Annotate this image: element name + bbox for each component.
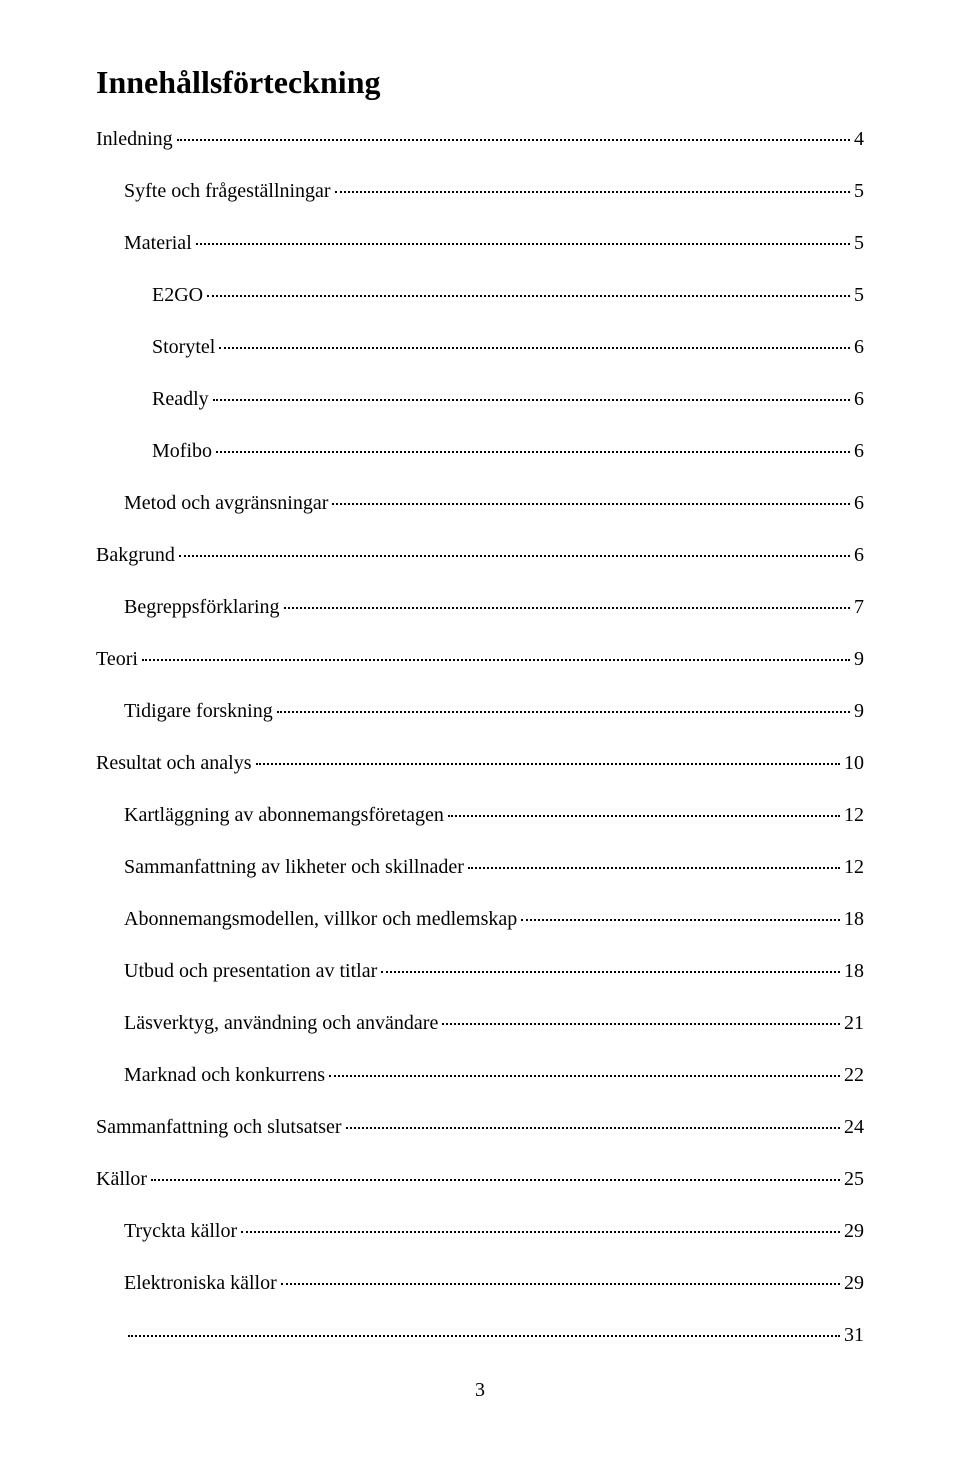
toc-entry-page: 4 xyxy=(854,125,864,153)
toc-entry-page: 10 xyxy=(844,749,864,777)
toc-dot-leader xyxy=(442,1023,840,1025)
toc-entry-label: Inledning xyxy=(96,125,173,153)
toc-entry-page: 5 xyxy=(854,281,864,309)
toc-entry-label: Elektroniska källor xyxy=(124,1269,277,1297)
toc-entry-label: Readly xyxy=(152,385,209,413)
toc-entry: Metod och avgränsningar 6 xyxy=(124,489,864,517)
toc-dot-leader xyxy=(256,763,840,765)
toc-dot-leader xyxy=(332,503,850,505)
toc-entry-label: Kartläggning av abonnemangsföretagen xyxy=(124,801,444,829)
toc-dot-leader xyxy=(284,607,850,609)
toc-entry-page: 29 xyxy=(844,1217,864,1245)
toc-entry-label: Sammanfattning av likheter och skillnade… xyxy=(124,853,464,881)
toc-entry-label: Teori xyxy=(96,645,138,673)
toc-entry: Mofibo 6 xyxy=(152,437,864,465)
toc-entry-label: Metod och avgränsningar xyxy=(124,489,328,517)
toc-entry-page: 5 xyxy=(854,177,864,205)
toc-entry-page: 6 xyxy=(854,333,864,361)
toc-entry: Syfte och frågeställningar 5 xyxy=(124,177,864,205)
toc-dot-leader xyxy=(521,919,840,921)
toc-dot-leader xyxy=(277,711,850,713)
toc-entry-label: Marknad och konkurrens xyxy=(124,1061,325,1089)
toc-dot-leader xyxy=(329,1075,840,1077)
toc-entry: Sammanfattning av likheter och skillnade… xyxy=(124,853,864,881)
toc-entry-page: 6 xyxy=(854,541,864,569)
toc-dot-leader xyxy=(335,191,850,193)
toc-entry: Begreppsförklaring 7 xyxy=(124,593,864,621)
toc-dot-leader xyxy=(196,243,850,245)
toc-entry: Elektroniska källor 29 xyxy=(124,1269,864,1297)
toc-dot-leader xyxy=(216,451,850,453)
toc-entry-page: 5 xyxy=(854,229,864,257)
toc-dot-leader xyxy=(346,1127,840,1129)
toc-entry-page: 12 xyxy=(844,853,864,881)
toc-entry-label: Storytel xyxy=(152,333,215,361)
toc-entry: Sammanfattning och slutsatser 24 xyxy=(96,1113,864,1141)
toc-entry-label: Abonnemangsmodellen, villkor och medlems… xyxy=(124,905,517,933)
toc-dot-leader xyxy=(281,1283,840,1285)
toc-entry-page: 29 xyxy=(844,1269,864,1297)
toc-entry-page: 12 xyxy=(844,801,864,829)
toc-entry-page: 9 xyxy=(854,645,864,673)
toc-entry: Tryckta källor 29 xyxy=(124,1217,864,1245)
toc-entry-label: Sammanfattning och slutsatser xyxy=(96,1113,342,1141)
toc-dot-leader xyxy=(151,1179,840,1181)
toc-dot-leader xyxy=(219,347,850,349)
toc-entry: Kartläggning av abonnemangsföretagen 12 xyxy=(124,801,864,829)
toc-dot-leader xyxy=(448,815,840,817)
toc-entry-page: 6 xyxy=(854,385,864,413)
toc-entry: Resultat och analys 10 xyxy=(96,749,864,777)
toc-entry-page: 6 xyxy=(854,489,864,517)
toc-entry-label: Material xyxy=(124,229,192,257)
toc-entry-page: 9 xyxy=(854,697,864,725)
toc-entry: Tidigare forskning 9 xyxy=(124,697,864,725)
toc-title: Innehållsförteckning xyxy=(96,64,864,101)
toc-entry-label: Begreppsförklaring xyxy=(124,593,280,621)
toc-dot-leader xyxy=(468,867,840,869)
toc-dot-leader xyxy=(128,1335,840,1337)
toc-entry: Källor 25 xyxy=(96,1165,864,1193)
toc-dot-leader xyxy=(381,971,840,973)
toc-entry-label: Tidigare forskning xyxy=(124,697,273,725)
toc-entry: E2GO 5 xyxy=(152,281,864,309)
toc-dot-leader xyxy=(241,1231,840,1233)
toc-entry-label: Tryckta källor xyxy=(124,1217,237,1245)
toc-entry-page: 7 xyxy=(854,593,864,621)
toc-dot-leader xyxy=(207,295,850,297)
toc-entry: Utbud och presentation av titlar 18 xyxy=(124,957,864,985)
toc-entry-label: Mofibo xyxy=(152,437,212,465)
toc-dot-leader xyxy=(142,659,850,661)
toc-entry: Marknad och konkurrens 22 xyxy=(124,1061,864,1089)
toc-entry: Abonnemangsmodellen, villkor och medlems… xyxy=(124,905,864,933)
toc-entry-page: 25 xyxy=(844,1165,864,1193)
toc-entry-label: Utbud och presentation av titlar xyxy=(124,957,377,985)
toc-entry-page: 6 xyxy=(854,437,864,465)
toc-entry-page: 18 xyxy=(844,905,864,933)
toc-dot-leader xyxy=(177,139,850,141)
page-number: 3 xyxy=(475,1379,485,1402)
toc-entry: Bakgrund 6 xyxy=(96,541,864,569)
toc-entry-page: 31 xyxy=(844,1321,864,1349)
toc-entry-label: Syfte och frågeställningar xyxy=(124,177,331,205)
toc-entry-page: 18 xyxy=(844,957,864,985)
toc-entry: Inledning 4 xyxy=(96,125,864,153)
toc-dot-leader xyxy=(213,399,850,401)
toc-entry: Läsverktyg, användning och användare 21 xyxy=(124,1009,864,1037)
toc-entry: 31 xyxy=(124,1321,864,1349)
toc-entry: Readly 6 xyxy=(152,385,864,413)
toc-entry: Teori 9 xyxy=(96,645,864,673)
toc-entry-label: Källor xyxy=(96,1165,147,1193)
toc-entry-page: 21 xyxy=(844,1009,864,1037)
toc-entry-page: 24 xyxy=(844,1113,864,1141)
toc-entry-label: Bakgrund xyxy=(96,541,175,569)
toc-entry-page: 22 xyxy=(844,1061,864,1089)
toc-entry-label: Läsverktyg, användning och användare xyxy=(124,1009,438,1037)
toc-entry-label: Resultat och analys xyxy=(96,749,252,777)
toc-dot-leader xyxy=(179,555,850,557)
toc-list: Inledning 4Syfte och frågeställningar 5M… xyxy=(96,125,864,1349)
toc-entry: Material 5 xyxy=(124,229,864,257)
toc-entry: Storytel 6 xyxy=(152,333,864,361)
toc-entry-label: E2GO xyxy=(152,281,203,309)
